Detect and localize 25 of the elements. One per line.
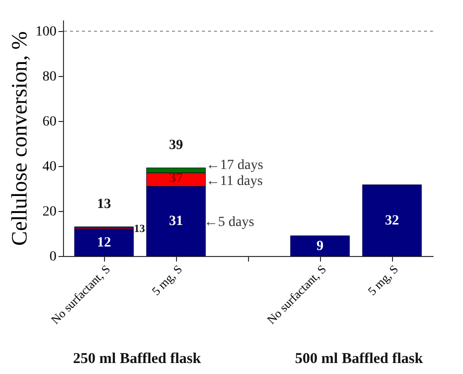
- data-label: 12: [97, 236, 111, 251]
- annotation: ←5 days: [204, 215, 254, 230]
- text: 250 ml Baffled flask: [73, 351, 202, 367]
- y-tick-label: 60: [42, 114, 56, 130]
- data-label: 31: [169, 214, 183, 230]
- annotation: ←17 days: [206, 158, 264, 173]
- total-label: 13: [134, 222, 146, 235]
- y-tick-label: 100: [36, 24, 56, 40]
- data-label: 32: [385, 213, 399, 228]
- bar: [362, 184, 422, 256]
- x-tick-label: 5 mg, S: [148, 262, 185, 298]
- text: 500 ml Baffled flask: [295, 351, 424, 367]
- annotation: 13: [97, 196, 111, 212]
- data-label: 9: [316, 238, 324, 254]
- annotation: ←11 days: [206, 174, 263, 189]
- y-tick-label: 20: [42, 204, 56, 220]
- total-label: 39: [169, 138, 183, 153]
- bar: [74, 228, 134, 256]
- x-tick-label: 5 mg, S: [364, 262, 401, 298]
- annotation: 37: [169, 170, 183, 186]
- y-tick-label: 40: [42, 160, 56, 175]
- bar: [290, 236, 350, 256]
- y-tick-label: 0: [50, 250, 56, 264]
- y-axis-title: Cellulose conversion, %: [6, 31, 32, 246]
- y-tick-label: 80: [42, 70, 56, 85]
